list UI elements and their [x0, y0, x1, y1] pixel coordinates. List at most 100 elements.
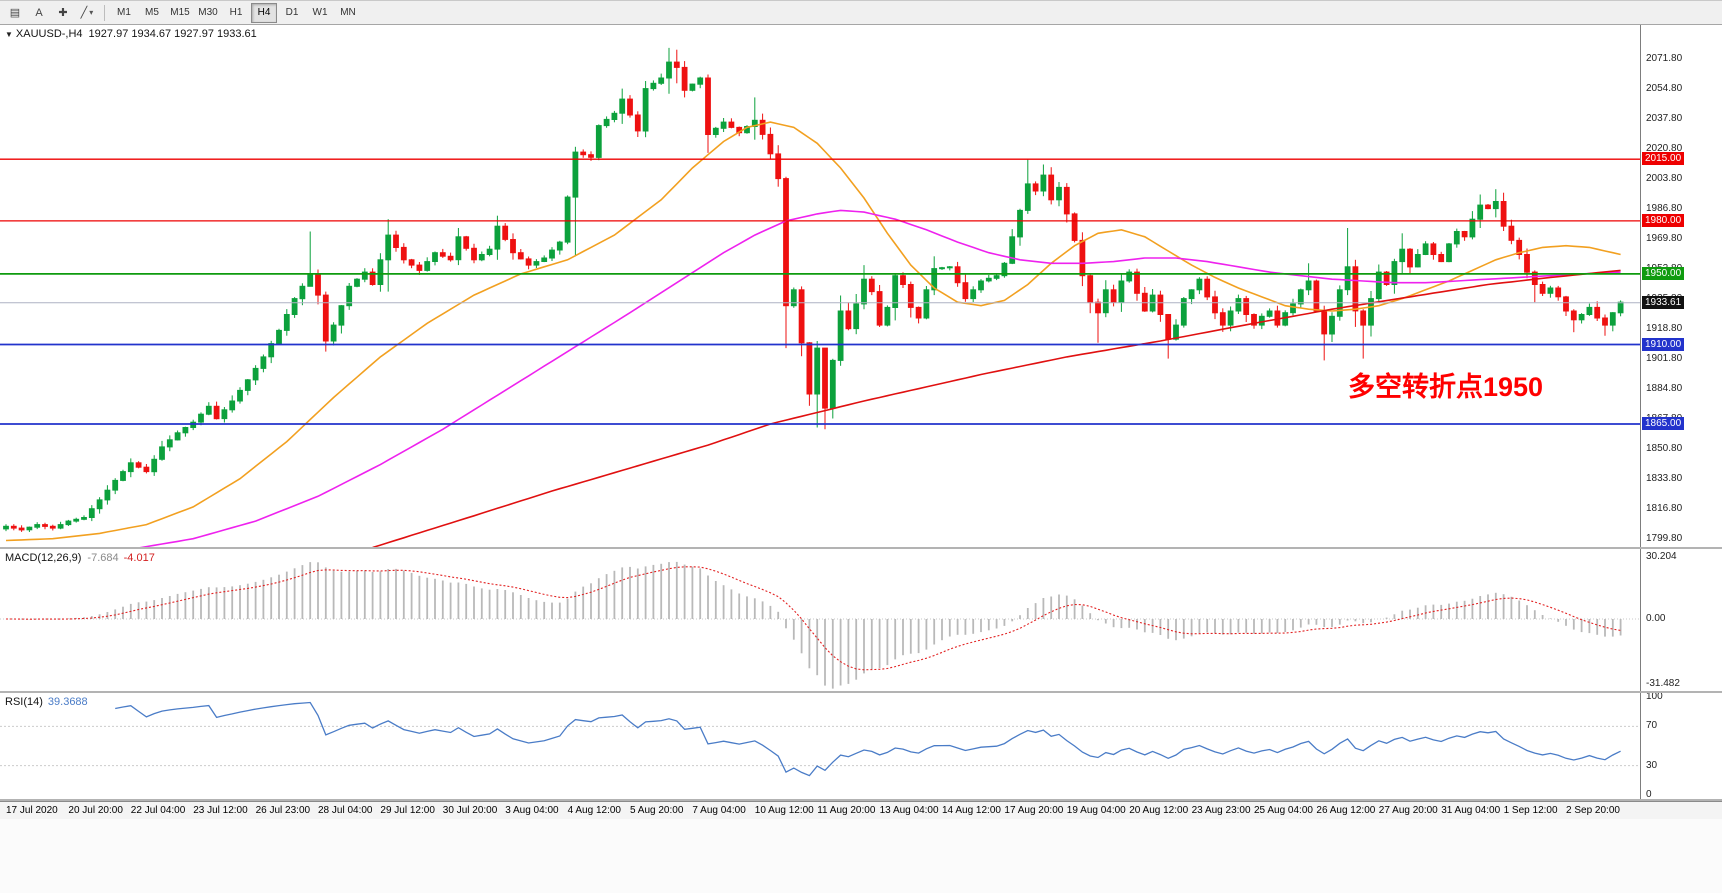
- price-scale-label: 1850.80: [1646, 443, 1683, 455]
- price-scale-label: 1901.80: [1646, 352, 1683, 364]
- panel-divider[interactable]: [0, 799, 1722, 801]
- time-label: 28 Jul 04:00: [318, 805, 373, 816]
- time-label: 4 Aug 12:00: [567, 805, 621, 816]
- macd-indicator-chart[interactable]: [0, 549, 1640, 691]
- chevron-down-icon: ▾: [89, 8, 94, 17]
- macd-label: MACD(12,26,9) -7.684 -4.017: [5, 552, 155, 564]
- timeframe-mn[interactable]: MN: [335, 3, 361, 23]
- time-label: 26 Aug 12:00: [1316, 805, 1376, 816]
- price-scale-label: 1816.80: [1646, 503, 1683, 515]
- price-scale-label: 2037.80: [1646, 112, 1683, 124]
- timeframe-w1[interactable]: W1: [307, 3, 333, 23]
- timeframe-m5[interactable]: M5: [139, 3, 165, 23]
- time-scale[interactable]: 17 Jul 2020 20 Jul 20:00 22 Jul 04:00 23 Ju…: [0, 801, 1722, 819]
- time-label: 23 Aug 23:00: [1191, 805, 1251, 816]
- chart-tools-group: ▤ A ✚ ╱ ▾: [3, 1, 99, 24]
- time-label: 11 Aug 20:00: [817, 805, 876, 816]
- price-scale-label: 2054.80: [1646, 82, 1683, 94]
- price-level-tag: 1865.00: [1642, 416, 1685, 430]
- time-label: 31 Aug 04:00: [1441, 805, 1501, 816]
- time-label: 14 Aug 12:00: [942, 805, 1001, 816]
- price-scale-label: 1969.80: [1646, 232, 1683, 244]
- timeframe-d1[interactable]: D1: [279, 3, 305, 23]
- rsi-value: 39.3688: [47, 696, 88, 708]
- time-label: 19 Aug 04:00: [1066, 805, 1126, 816]
- macd-scale: 30.204 0.00 -31.482: [1640, 549, 1722, 691]
- candlestick-chart[interactable]: [0, 25, 1640, 547]
- price-scale-label: 1918.80: [1646, 322, 1683, 334]
- triangle-down-icon: ▼: [5, 30, 13, 39]
- ma-slow-red: [372, 269, 1621, 547]
- candles: [3, 47, 1624, 532]
- macd-histogram: [12, 561, 1622, 689]
- draw-tools-button[interactable]: ╱ ▾: [76, 3, 98, 23]
- macd-scale-label: -31.482: [1646, 677, 1680, 689]
- new-chart-icon[interactable]: ▤: [4, 3, 26, 23]
- rsi-scale-label: 30: [1646, 759, 1658, 771]
- price-scale-label: 1884.80: [1646, 383, 1683, 394]
- cursor-tool-icon: A: [35, 6, 43, 19]
- macd-name: MACD(12,26,9): [5, 552, 82, 564]
- rsi-scale-label: 0: [1646, 789, 1652, 799]
- price-scale-label: 1833.80: [1646, 473, 1683, 485]
- time-label: 17 Jul 2020: [6, 805, 58, 816]
- main-chart-panel[interactable]: ▼ XAUUSD-,H4 1927.97 1934.67 1927.97 1933.…: [0, 25, 1722, 547]
- current-price-tag: 1933.61: [1642, 295, 1685, 309]
- rsi-panel[interactable]: RSI(14) 39.3688 100 70 30 0: [0, 693, 1722, 799]
- ohlc-values: 1927.97 1934.67 1927.97 1933.61: [88, 28, 257, 40]
- crosshair-tool-button[interactable]: ✚: [52, 3, 74, 23]
- price-level-tag: 1980.00: [1642, 213, 1685, 227]
- timeframe-m30[interactable]: M30: [195, 3, 221, 23]
- price-scale-label: 2071.80: [1646, 52, 1683, 64]
- price-scale-label: 1986.80: [1646, 202, 1683, 214]
- price-scale[interactable]: 2071.80 2054.80 2037.80 2020.80 2003.80 1986.…: [1640, 25, 1722, 547]
- new-chart-glyph: ▤: [9, 7, 21, 19]
- timeframe-h4[interactable]: H4: [251, 2, 277, 23]
- ma-fast-orange: [5, 121, 1621, 542]
- bottom-area: [0, 819, 1722, 893]
- ma-mid-magenta: [139, 209, 1621, 547]
- time-label: 1 Sep 12:00: [1503, 805, 1558, 816]
- price-scale-label: 2003.80: [1646, 172, 1683, 184]
- macd-signal-line: [6, 566, 1621, 671]
- macd-panel[interactable]: MACD(12,26,9) -7.684 -4.017 30.204 0.00 -31.…: [0, 549, 1722, 691]
- time-label: 30 Jul 20:00: [442, 805, 498, 816]
- rsi-scale-label: 70: [1646, 720, 1658, 732]
- price-level-tag: 2015.00: [1642, 152, 1685, 166]
- toolbar-separator: [104, 4, 105, 21]
- rsi-label: RSI(14) 39.3688: [5, 696, 88, 708]
- price-scale-label: 2020.80: [1646, 142, 1683, 154]
- chart-annotation-text: 多空转折点1950: [1348, 372, 1544, 402]
- macd-scale-label: 0.00: [1646, 612, 1666, 624]
- time-label: 3 Aug 04:00: [505, 805, 559, 816]
- macd-signal-value: -4.017: [123, 552, 155, 564]
- price-level-tag: 1910.00: [1642, 337, 1685, 351]
- rsi-indicator-chart[interactable]: [0, 693, 1640, 799]
- rsi-line: [115, 701, 1621, 777]
- panel-divider[interactable]: [0, 547, 1722, 549]
- price-scale-label: 1799.80: [1646, 533, 1683, 545]
- macd-main-value: -7.684: [87, 552, 119, 564]
- time-label: 20 Jul 20:00: [68, 805, 123, 816]
- price-level-tag: 1950.00: [1642, 266, 1685, 280]
- panel-divider[interactable]: [0, 691, 1722, 693]
- draw-tools-icon: ╱: [80, 7, 88, 19]
- symbol-timeframe-text: XAUUSD-,H4: [15, 28, 83, 40]
- time-label: 22 Jul 04:00: [130, 805, 186, 816]
- timeframe-h1[interactable]: H1: [223, 3, 249, 23]
- chart-symbol-header: ▼ XAUUSD-,H4 1927.97 1934.67 1927.97 1933.…: [5, 28, 257, 40]
- timeframe-m15[interactable]: M15: [167, 3, 193, 23]
- time-label: 7 Aug 04:00: [692, 805, 746, 816]
- time-label: 17 Aug 20:00: [1004, 805, 1064, 816]
- cursor-tool-button[interactable]: A: [28, 3, 50, 23]
- rsi-name: RSI(14): [5, 696, 43, 708]
- time-label: 2 Sep 20:00: [1566, 805, 1620, 816]
- time-label: 26 Jul 23:00: [255, 805, 311, 816]
- timeframe-m1[interactable]: M1: [111, 3, 137, 23]
- timeframe-group: M1 M5 M15 M30 H1 H4 D1 W1 MN: [110, 1, 362, 24]
- crosshair-icon: ✚: [58, 7, 68, 19]
- time-label: 5 Aug 20:00: [630, 805, 684, 816]
- time-label: 13 Aug 04:00: [879, 805, 939, 816]
- macd-scale-label: 30.204: [1646, 550, 1677, 562]
